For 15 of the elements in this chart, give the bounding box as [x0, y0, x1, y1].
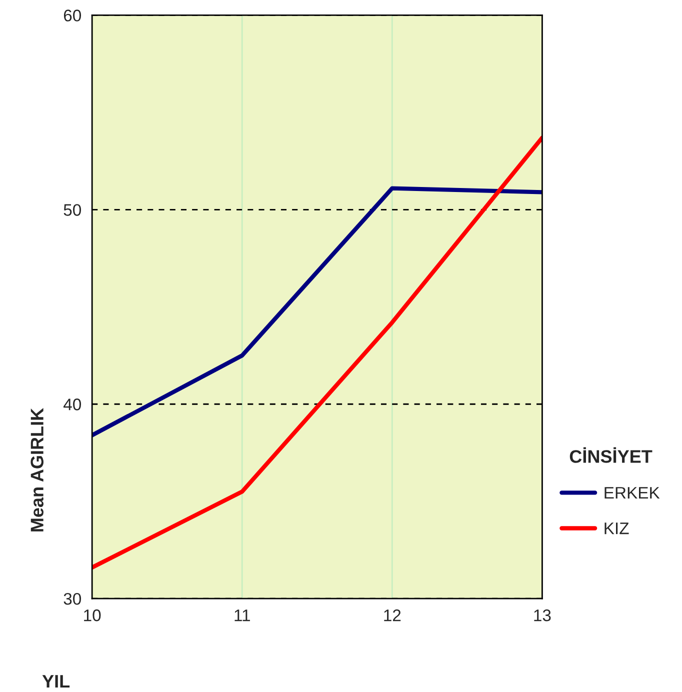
y-tick-label: 60: [64, 10, 82, 22]
y-tick-label: 40: [64, 398, 82, 410]
line-series: [92, 136, 542, 570]
x-tick-label: 11: [234, 610, 250, 622]
legend-label: KIZ: [604, 522, 629, 534]
legend-label: ERKEK: [604, 487, 660, 499]
y-axis-title: Mean AGIRLIK: [30, 408, 44, 532]
y-tick-label: 30: [64, 592, 82, 605]
x-axis-title: YIL: [42, 675, 70, 688]
y-tick-label: 50: [64, 204, 82, 216]
legend-title: CİNSİYET: [570, 447, 652, 463]
x-tick-label: 13: [534, 609, 551, 622]
line-series: [92, 186, 542, 438]
x-tick-label: 12: [384, 609, 401, 622]
x-tick-label: 10: [84, 609, 101, 622]
